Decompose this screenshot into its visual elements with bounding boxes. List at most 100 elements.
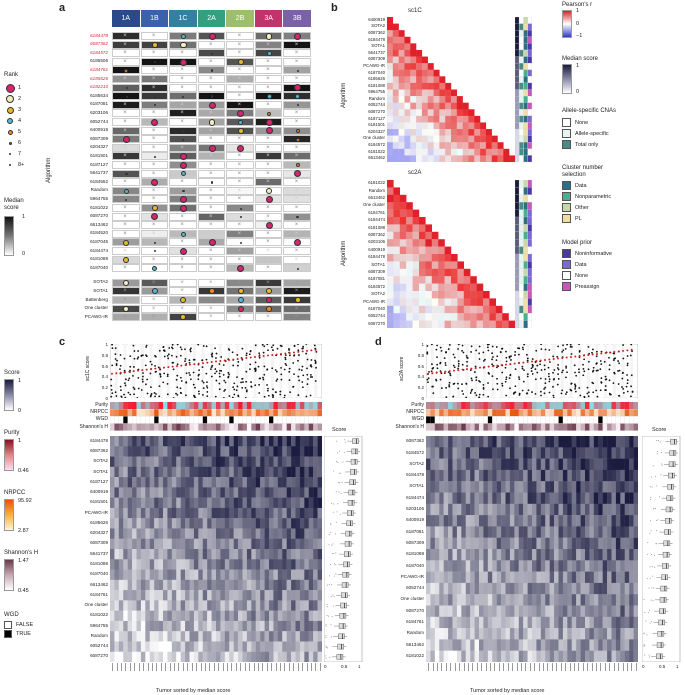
score-cell [264, 487, 270, 498]
purity-cell [452, 402, 458, 409]
corr-cell [439, 155, 446, 162]
score-cell [514, 605, 519, 617]
box [341, 582, 349, 588]
nrpcc-cell [580, 409, 586, 417]
score-cell [167, 569, 173, 581]
score-cell [317, 569, 322, 581]
score-cell [434, 605, 440, 617]
wgd-cell [633, 416, 638, 424]
score-point [162, 349, 165, 352]
score-cell [273, 518, 279, 529]
score-cell [452, 515, 458, 527]
score-point [306, 383, 309, 386]
score-cell [286, 497, 292, 509]
corr-cell [462, 155, 469, 162]
score-point [166, 373, 169, 376]
wgd-cell [260, 416, 265, 424]
nrpcc-cell [479, 409, 484, 417]
score-cell [633, 571, 638, 584]
score-cell [536, 616, 542, 629]
score-cell [589, 571, 595, 584]
purity-cell [180, 402, 186, 409]
corr-cell [404, 96, 411, 103]
median-point [479, 366, 481, 369]
score-cell [154, 579, 159, 591]
score-cell [501, 515, 506, 527]
pearson-tick-1: 1 [576, 8, 580, 14]
score-cell [558, 650, 564, 662]
score-cell [216, 518, 221, 529]
score-cell [602, 447, 608, 459]
scatter-band [508, 344, 512, 398]
score-cell [202, 487, 208, 498]
score-cell [176, 569, 181, 581]
rank-cell [226, 152, 254, 161]
corr-cell [419, 313, 426, 321]
corr-cell [392, 129, 399, 136]
score-cell [211, 610, 217, 622]
nrpcc-cell [193, 409, 199, 417]
row-label-b: 5964755 [368, 89, 385, 95]
shannon-cell [118, 423, 124, 431]
nrpcc-cell [114, 409, 120, 417]
corr-cell [445, 148, 452, 156]
score-point [288, 379, 291, 382]
annot-cell [527, 43, 532, 51]
corr-cell [444, 246, 452, 255]
rank-cell [283, 143, 311, 152]
score-cell [251, 528, 256, 539]
score-cell [593, 594, 599, 606]
score-cell [277, 466, 283, 478]
score-cell [558, 492, 564, 504]
score-cell [277, 559, 283, 570]
tumor-tick [284, 663, 285, 671]
score-cell [317, 446, 322, 457]
score-point [484, 358, 486, 361]
score-cell [295, 538, 301, 550]
score-cell [430, 436, 436, 448]
corr-cell [489, 313, 496, 321]
score-cell [220, 507, 226, 519]
score-cell [167, 487, 173, 498]
scatter-band [543, 344, 547, 398]
tumor-tick [191, 663, 193, 671]
score-cell [251, 466, 256, 478]
score-cell [492, 515, 497, 527]
score-cell [136, 528, 142, 539]
score-cell [242, 549, 248, 560]
score-point [305, 352, 308, 355]
annot-cell [523, 102, 528, 110]
score-cell [242, 641, 248, 652]
box-outlier [651, 566, 653, 568]
row-label-b: 6400919 [368, 246, 385, 252]
purity-cell [593, 402, 599, 409]
score-cell [145, 569, 150, 581]
score-cell [264, 456, 270, 468]
score-cell [479, 605, 484, 617]
score-cell [145, 590, 150, 601]
score-cell [589, 481, 595, 493]
score-point [214, 395, 217, 398]
score-cell [140, 518, 146, 529]
score-cell [518, 628, 524, 640]
score-cell [615, 447, 621, 459]
score-point [245, 354, 248, 357]
row-label-b: 6185626 [368, 76, 385, 82]
score-point [279, 393, 282, 396]
score-cell [229, 631, 234, 642]
rank-cell [283, 186, 311, 195]
score-point [622, 387, 625, 390]
rank-dot [153, 250, 156, 253]
score-cell [562, 605, 568, 617]
score-point [444, 362, 447, 364]
corr-cell [412, 261, 420, 269]
shannon-cell [255, 423, 261, 431]
score-point [547, 366, 550, 369]
score-point [218, 388, 221, 391]
score-cell [549, 503, 555, 516]
score-cell [295, 528, 301, 539]
rank-cell [112, 49, 140, 58]
wgd-cell [558, 416, 564, 424]
score-cell [273, 631, 279, 642]
score-cell [554, 436, 559, 448]
